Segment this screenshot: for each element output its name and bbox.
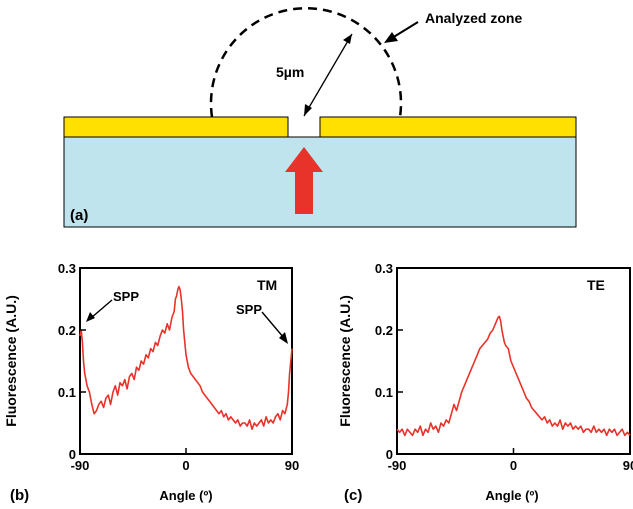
tm-ytick-label: 0 <box>69 447 76 462</box>
tm-title: TM <box>257 277 277 293</box>
substrate <box>63 136 577 228</box>
panel-label-a: (a) <box>70 207 88 224</box>
panel-label-b: (b) <box>10 487 29 504</box>
te-xtick-label: 90 <box>623 458 633 473</box>
te-ytick-label: 0.3 <box>375 261 393 276</box>
radius-label: 5µm <box>276 64 304 80</box>
metal-film-left <box>63 116 289 138</box>
zone-pointer-arrow <box>391 21 419 39</box>
tm-plot-frame <box>79 267 293 455</box>
tm-ytick-label: 0.1 <box>58 385 76 400</box>
tm-annotation-right-arrowhead <box>279 332 288 344</box>
tm-series-line <box>79 285 293 431</box>
te-xlabel: Angle (º) <box>485 488 538 503</box>
tm-annotation-left-arrowhead <box>86 312 95 322</box>
radius-arrowhead-bottom <box>304 104 312 116</box>
tm-annotation-left-arrow <box>90 299 113 319</box>
schematic-panel: 5µm Analyzed zone (a) <box>63 7 577 228</box>
panel-label-c: (c) <box>344 487 362 504</box>
excitation-arrow-icon <box>285 147 323 214</box>
radius-arrowhead-top <box>343 34 352 44</box>
tm-xlabel: Angle (º) <box>159 488 212 503</box>
zone-label: Analyzed zone <box>425 10 522 26</box>
tm-annotation-right: SPP <box>236 302 262 317</box>
te-ytick-label: 0 <box>386 447 393 462</box>
tm-ytick-label: 0.2 <box>58 323 76 338</box>
metal-film-right <box>319 116 577 138</box>
radius-arrow <box>303 33 353 117</box>
tm-annotation-left: SPP <box>113 289 139 304</box>
te-series-line <box>396 315 631 437</box>
te-title: TE <box>587 277 605 293</box>
tm-chart: 00.10.20.3 -90 0 90 TM Fluorescence (A.U.)… <box>3 261 299 504</box>
analyzed-zone-circle <box>209 7 403 118</box>
tm-ytick-label: 0.3 <box>58 261 76 276</box>
te-xtick-label: 0 <box>510 458 517 473</box>
tm-xtick-label: 90 <box>285 458 299 473</box>
te-ytick-label: 0.1 <box>375 385 393 400</box>
tm-ylabel: Fluorescence (A.U.) <box>3 295 19 426</box>
tm-xtick-label: 0 <box>182 458 189 473</box>
te-xtick-label: -90 <box>388 458 407 473</box>
tm-annotation-right-arrow <box>261 311 285 339</box>
te-ytick-label: 0.2 <box>375 323 393 338</box>
zone-pointer-arrowhead <box>384 32 398 43</box>
te-ylabel: Fluorescence (A.U.) <box>337 295 353 426</box>
tm-xtick-label: -90 <box>71 458 90 473</box>
